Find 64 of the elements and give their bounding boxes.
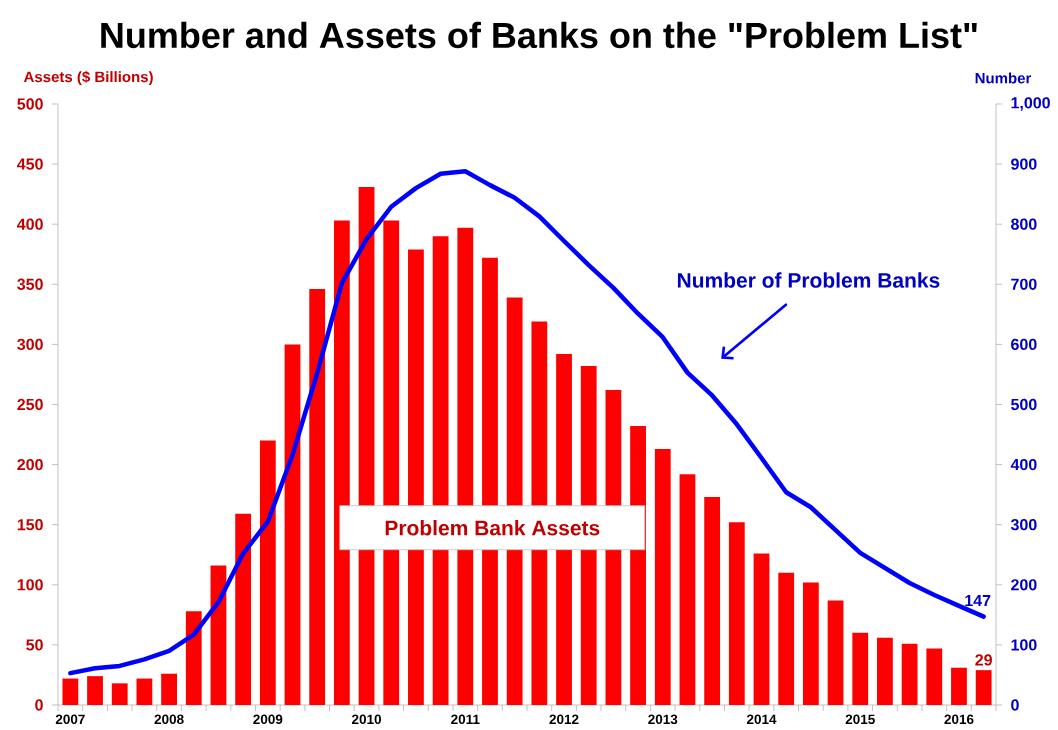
- x-tick-label: 2008: [154, 714, 184, 725]
- data-label: 147: [965, 595, 991, 607]
- bar: [852, 632, 869, 705]
- bar: [309, 289, 326, 705]
- y-tick-label: 350: [17, 278, 43, 290]
- text: Number of Problem Banks: [677, 272, 940, 288]
- bar: [284, 344, 301, 705]
- x-tick-label: 2014: [746, 714, 777, 725]
- y2-tick-label: 1,000: [1011, 97, 1050, 111]
- bar: [333, 220, 350, 705]
- bar: [185, 611, 202, 705]
- y2-tick-label: 600: [1011, 338, 1037, 351]
- y2-tick-label: 300: [1010, 519, 1037, 531]
- y2-tick-label: 400: [1010, 458, 1037, 471]
- bar: [926, 648, 943, 705]
- bar: [753, 553, 770, 705]
- bar: [62, 678, 79, 705]
- bar: [654, 448, 671, 705]
- bar: [161, 673, 177, 705]
- y-tick-label: 500: [17, 98, 43, 110]
- x-tick-label: 2016: [944, 714, 974, 725]
- y-tick-label: 200: [17, 458, 43, 471]
- y2-tick-label: 800: [1011, 218, 1037, 230]
- bar: [975, 670, 992, 705]
- data-label: 29: [975, 654, 992, 666]
- bar: [877, 637, 893, 705]
- bar: [728, 522, 745, 705]
- bar: [704, 497, 721, 705]
- x-tick-label: 2009: [253, 714, 283, 725]
- y2-axis-title: Number: [975, 72, 1032, 84]
- y-tick-label: 400: [17, 218, 43, 230]
- bar: [901, 643, 918, 705]
- bar: [136, 678, 153, 705]
- bar: [111, 683, 128, 705]
- bar: [951, 667, 967, 705]
- bar: [778, 572, 795, 705]
- bar: [827, 600, 844, 705]
- bar: [235, 513, 252, 705]
- y-tick-label: 100: [17, 579, 43, 591]
- x-tick-label: 2013: [648, 714, 678, 725]
- series-label: Problem Bank Assets: [385, 519, 600, 536]
- y-tick-label: 450: [17, 158, 43, 170]
- x-tick-label: 2011: [451, 714, 480, 725]
- x-tick-label: 2012: [549, 714, 579, 725]
- x-tick-label: 2007: [55, 714, 85, 725]
- x-tick-label: 2010: [352, 714, 382, 725]
- y-axis-title: Assets ($ Billions): [23, 70, 153, 86]
- bar: [679, 474, 696, 705]
- y-tick-label: 300: [17, 338, 43, 351]
- bar: [802, 582, 819, 705]
- y2-tick-label: 0: [1011, 699, 1019, 711]
- y-tick-label: 250: [17, 398, 43, 411]
- y2-tick-label: 700: [1011, 278, 1037, 290]
- y-tick-label: 0: [35, 699, 43, 711]
- bar: [259, 440, 276, 705]
- y2-tick-label: 100: [1011, 639, 1037, 651]
- y2-tick-label: 200: [1011, 579, 1037, 591]
- y2-tick-label: 900: [1011, 158, 1037, 170]
- bar: [87, 676, 103, 705]
- x-tick-label: 2015: [845, 714, 875, 725]
- y-tick-label: 50: [26, 639, 43, 651]
- y-tick-label: 150: [17, 519, 43, 531]
- y2-tick-label: 500: [1011, 398, 1037, 411]
- chart-title: Number and Assets of Banks on the "Problem List": [101, 21, 977, 49]
